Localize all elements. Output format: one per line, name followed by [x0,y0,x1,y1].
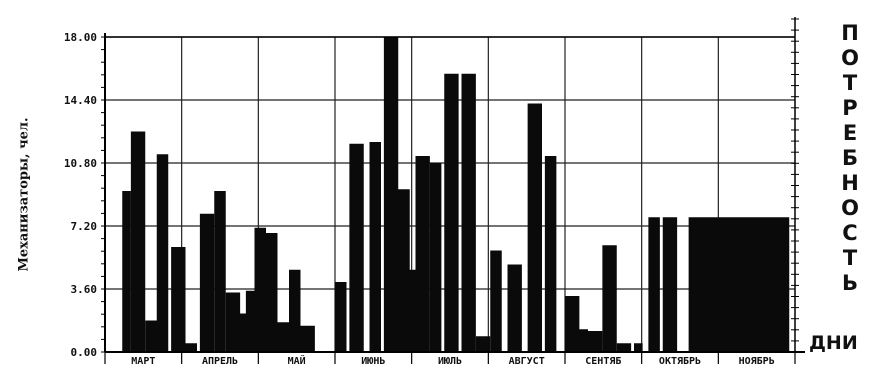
y-axis-label: Механизаторы, чел. [17,117,32,271]
bar [475,336,491,352]
bar [214,191,226,352]
bar [490,250,502,352]
month-label: МАЙ [288,354,306,365]
bar [335,282,347,352]
y-tick-label: 7.20 [71,220,98,233]
bar [565,296,580,352]
bar [254,227,266,352]
y-tick-label: 14.40 [64,94,97,107]
month-label: ИЮЛЬ [438,356,462,365]
bar [277,322,289,352]
bar [156,154,169,352]
right-label-letter: Т [843,246,858,270]
right-label-letter: Т [843,71,858,95]
y-tick-label: 3.60 [71,283,98,296]
right-label-letter: О [841,196,859,220]
bar [289,269,301,352]
bar [429,163,442,352]
bar [688,217,790,352]
bar [395,189,410,352]
month-label: МАРТ [131,356,155,365]
bar [662,217,678,352]
right-label-letter: С [842,221,857,245]
bar [199,213,215,352]
bar [461,73,476,352]
bar [266,233,278,352]
bar [444,73,459,352]
right-label-letter: О [841,46,859,70]
month-label: ИЮНЬ [361,356,385,365]
right-label-letter: Ь [842,271,858,295]
bar [576,329,588,352]
bar [237,313,249,352]
bar [602,245,617,352]
bar [648,217,660,352]
month-label: АПРЕЛЬ [202,356,238,365]
bar [182,343,197,352]
bar [588,331,603,352]
bar [507,264,522,352]
y-tick-labels: 0.00 3.60 7.20 10.80 14.40 18.00 [64,31,97,359]
bar [171,247,186,352]
bar [369,142,381,352]
bar [383,37,399,352]
month-label: НОЯБРЬ [739,356,775,365]
bar [122,191,131,352]
month-label: ОКТЯБРЬ [659,356,701,365]
bar [406,269,419,352]
bar [245,290,255,352]
bar [415,156,430,352]
right-label-letter: Р [842,96,857,120]
bar [527,103,542,352]
y-tick-label: 18.00 [64,31,97,44]
chart-bars [122,37,790,352]
right-label-letter: Б [842,146,858,170]
right-label-letter: Н [841,171,859,195]
bar [145,320,160,352]
y-tick-label: 0.00 [71,346,98,359]
bar [616,343,632,352]
bar [225,292,241,352]
x-month-labels: МАРТ АПРЕЛЬ МАЙ ИЮНЬ ИЮЛЬ АВГУСТ СЕНТЯБ ОКТЯБРЬ… [131,354,774,365]
bar [300,325,315,352]
right-label-letter: П [841,21,859,45]
month-label: СЕНТЯБ [585,356,621,365]
right-label-letter: Е [843,121,857,145]
bar [130,131,146,352]
y-tick-label: 10.80 [64,157,97,170]
chart-axes [101,17,805,364]
bar [634,343,643,352]
bar [544,156,557,352]
x-axis-label: ДНИ [809,332,858,354]
month-label: АВГУСТ [509,356,545,365]
bar [349,143,364,352]
